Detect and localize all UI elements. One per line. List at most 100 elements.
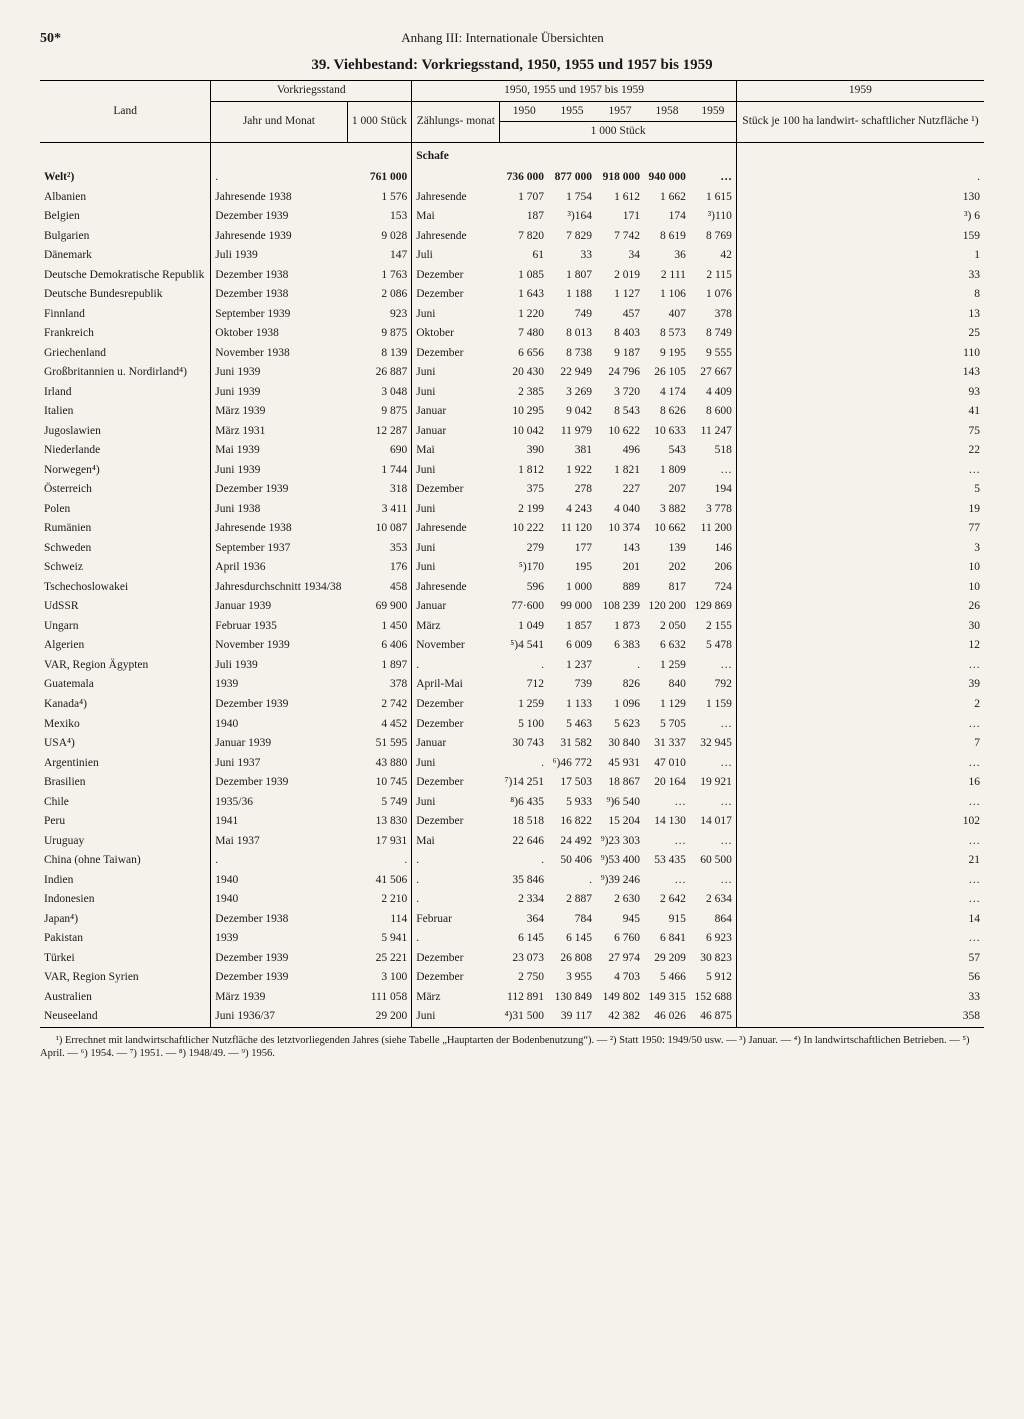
cell-1957: 143 — [596, 539, 644, 559]
cell-zaehl: Mai — [412, 441, 500, 461]
cell-1958: 4 174 — [644, 383, 690, 403]
cell-jahr-monat: November 1938 — [211, 344, 347, 364]
cell-country: Deutsche Bundesrepublik — [40, 285, 211, 305]
cell-1955: 26 808 — [548, 949, 596, 969]
cell-country: Dänemark — [40, 246, 211, 266]
cell-1957: 826 — [596, 675, 644, 695]
cell-jahr-monat: März 1939 — [211, 988, 347, 1008]
cell-jahr-monat: Januar 1939 — [211, 597, 347, 617]
cell-1950: 2 199 — [500, 500, 548, 520]
cell-1950: 712 — [500, 675, 548, 695]
livestock-table: Land Vorkriegsstand 1950, 1955 und 1957 … — [40, 80, 984, 1028]
col-1957: 1957 — [596, 101, 644, 122]
cell-1950: ⁵)4 541 — [500, 636, 548, 656]
cell-1955: 278 — [548, 480, 596, 500]
cell-country: Mexiko — [40, 715, 211, 735]
cell-last: 77 — [736, 519, 984, 539]
cell-country: Guatemala — [40, 675, 211, 695]
cell-country: China (ohne Taiwan) — [40, 851, 211, 871]
cell-last: 33 — [736, 988, 984, 1008]
cell-zaehl: . — [412, 929, 500, 949]
cell-last: … — [736, 656, 984, 676]
col-1958: 1958 — [644, 101, 690, 122]
cell-tausend: 3 100 — [347, 968, 412, 988]
cell-1957: 45 931 — [596, 754, 644, 774]
table-row: Welt²).761 000736 000877 000918 000940 0… — [40, 168, 984, 188]
cell-1957: 108 239 — [596, 597, 644, 617]
table-row: PolenJuni 19383 411Juni2 1994 2434 0403 … — [40, 500, 984, 520]
cell-1959: 194 — [690, 480, 736, 500]
cell-jahr-monat: Dezember 1938 — [211, 266, 347, 286]
cell-1955: 24 492 — [548, 832, 596, 852]
cell-zaehl: Dezember — [412, 968, 500, 988]
cell-last: … — [736, 832, 984, 852]
cell-tausend: 761 000 — [347, 168, 412, 188]
cell-country: UdSSR — [40, 597, 211, 617]
cell-1958: 31 337 — [644, 734, 690, 754]
table-title: 39. Viehbestand: Vorkriegsstand, 1950, 1… — [40, 57, 984, 74]
cell-country: Belgien — [40, 207, 211, 227]
cell-zaehl: . — [412, 851, 500, 871]
table-row: SchweizApril 1936176Juni⁵)17019520120220… — [40, 558, 984, 578]
cell-country: Finnland — [40, 305, 211, 325]
cell-tausend: 923 — [347, 305, 412, 325]
cell-jahr-monat: Juli 1939 — [211, 656, 347, 676]
cell-tausend: 3 048 — [347, 383, 412, 403]
cell-1950: ⁷)14 251 — [500, 773, 548, 793]
table-row: Peru194113 830Dezember18 51816 82215 204… — [40, 812, 984, 832]
cell-1950: 2 750 — [500, 968, 548, 988]
cell-1959: 19 921 — [690, 773, 736, 793]
cell-zaehl: Juni — [412, 500, 500, 520]
cell-jahr-monat: 1940 — [211, 871, 347, 891]
cell-1959: 2 155 — [690, 617, 736, 637]
table-row: FrankreichOktober 19389 875Oktober7 4808… — [40, 324, 984, 344]
cell-jahr-monat: Juni 1936/37 — [211, 1007, 347, 1027]
cell-1959: 46 875 — [690, 1007, 736, 1027]
cell-last: 75 — [736, 422, 984, 442]
cell-tausend: 69 900 — [347, 597, 412, 617]
cell-1957: 171 — [596, 207, 644, 227]
col-1955: 1955 — [548, 101, 596, 122]
cell-zaehl: Juni — [412, 558, 500, 578]
cell-1959: … — [690, 715, 736, 735]
cell-1958: … — [644, 871, 690, 891]
cell-1959: 2 115 — [690, 266, 736, 286]
cell-1958: 2 642 — [644, 890, 690, 910]
table-row: ArgentinienJuni 193743 880Juni.⁶)46 7724… — [40, 754, 984, 774]
cell-zaehl: Januar — [412, 422, 500, 442]
cell-1957: 149 802 — [596, 988, 644, 1008]
cell-1958: 174 — [644, 207, 690, 227]
table-row: AlgerienNovember 19396 406November⁵)4 54… — [40, 636, 984, 656]
cell-country: Brasilien — [40, 773, 211, 793]
cell-tausend: 9 028 — [347, 227, 412, 247]
table-row: China (ohne Taiwan)....50 406⁹)53 40053 … — [40, 851, 984, 871]
cell-1950: 1 812 — [500, 461, 548, 481]
table-row: Japan⁴)Dezember 1938114Februar3647849459… — [40, 910, 984, 930]
cell-1957: 945 — [596, 910, 644, 930]
cell-tausend: 3 411 — [347, 500, 412, 520]
cell-1957: ⁹)53 400 — [596, 851, 644, 871]
cell-last: 1 — [736, 246, 984, 266]
cell-1958: … — [644, 793, 690, 813]
cell-country: Algerien — [40, 636, 211, 656]
section-label: Schafe — [412, 142, 500, 168]
cell-1958: 1 259 — [644, 656, 690, 676]
cell-1955: 1 133 — [548, 695, 596, 715]
cell-1959: 5 912 — [690, 968, 736, 988]
cell-1959: 518 — [690, 441, 736, 461]
cell-tausend: 111 058 — [347, 988, 412, 1008]
table-row: Norwegen⁴)Juni 19391 744Juni1 8121 9221 … — [40, 461, 984, 481]
table-row: BrasilienDezember 193910 745Dezember⁷)14… — [40, 773, 984, 793]
cell-last: 25 — [736, 324, 984, 344]
table-row: FinnlandSeptember 1939923Juni1 220749457… — [40, 305, 984, 325]
cell-1957: 9 187 — [596, 344, 644, 364]
cell-1957: 42 382 — [596, 1007, 644, 1027]
cell-zaehl: Juni — [412, 461, 500, 481]
cell-jahr-monat: Februar 1935 — [211, 617, 347, 637]
cell-country: Jugoslawien — [40, 422, 211, 442]
cell-1958: 6 841 — [644, 929, 690, 949]
cell-last: 3 — [736, 539, 984, 559]
table-row: GriechenlandNovember 19388 139Dezember6 … — [40, 344, 984, 364]
cell-zaehl: Januar — [412, 597, 500, 617]
cell-last: . — [736, 168, 984, 188]
